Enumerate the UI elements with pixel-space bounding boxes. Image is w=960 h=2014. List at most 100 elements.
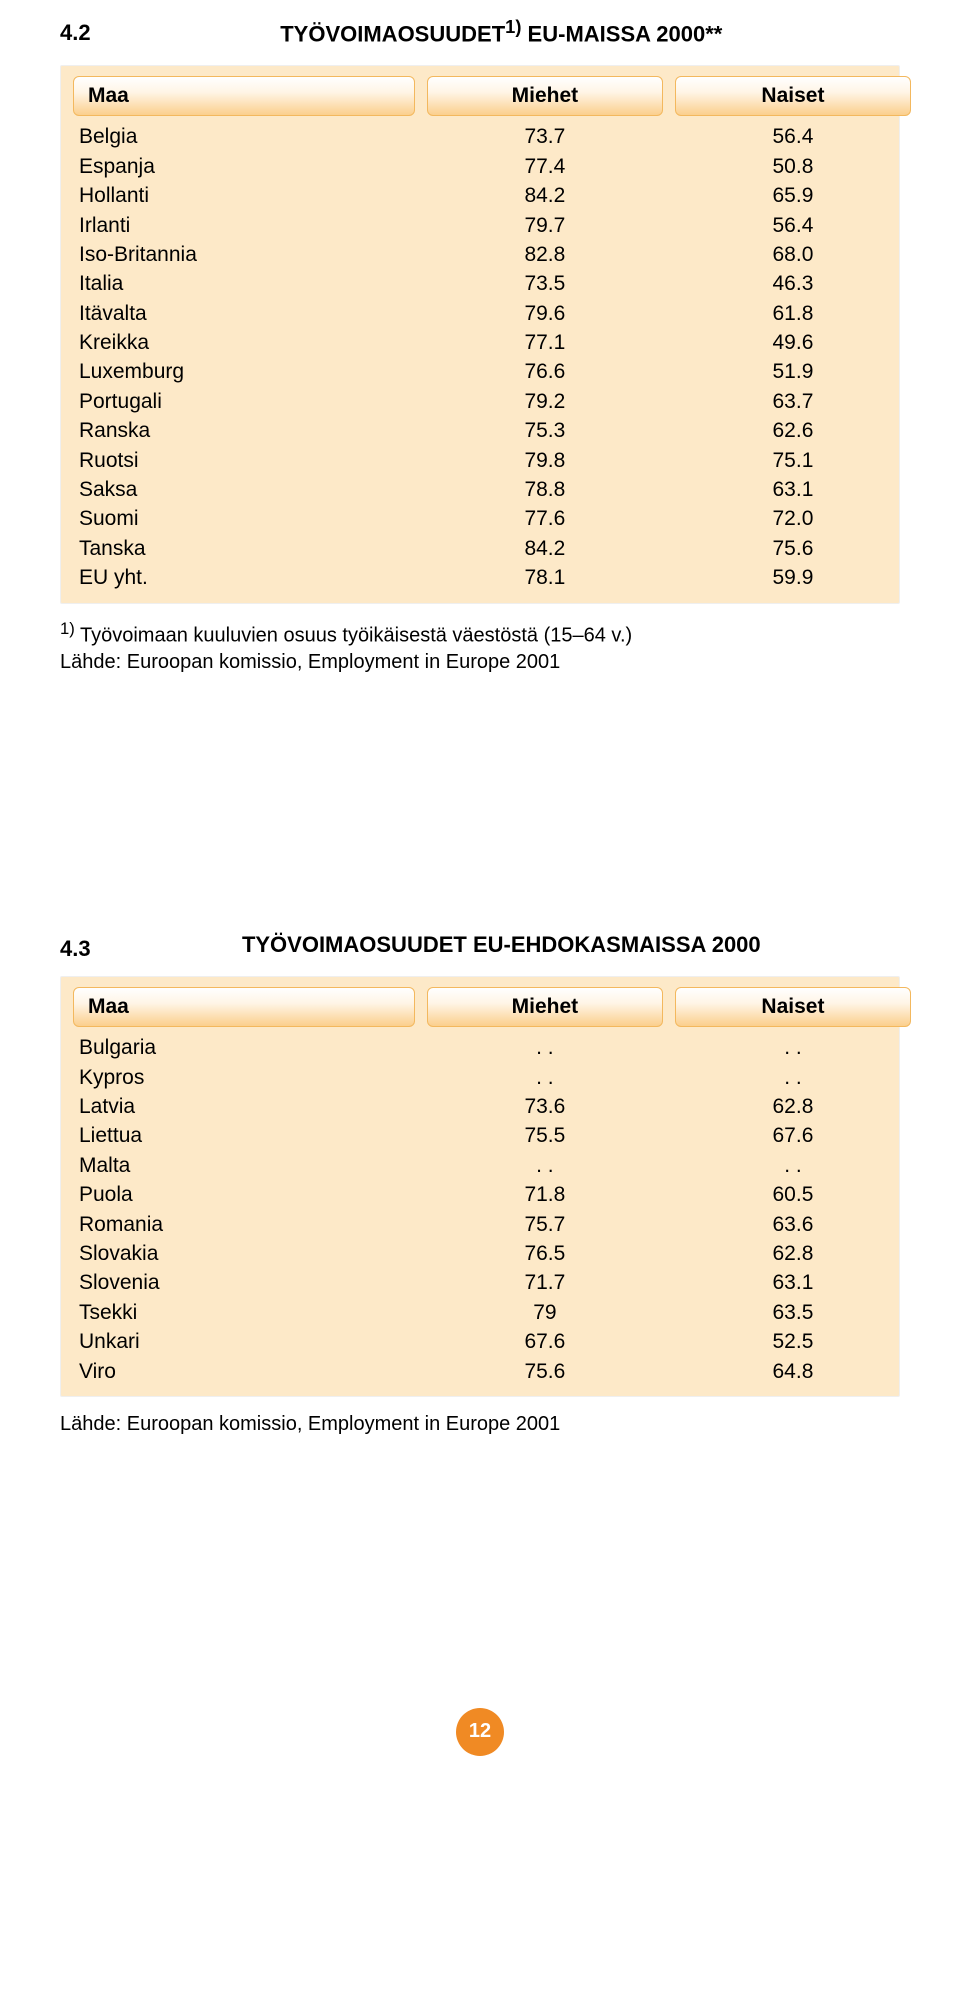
table-row: Liettua75.567.6 [73,1121,887,1150]
cell-men: 79.6 [427,299,663,328]
cell-men: 73.7 [427,122,663,151]
table-row: Suomi77.672.0 [73,504,887,533]
cell-country: Kypros [73,1063,415,1092]
cell-women: 59.9 [675,563,911,592]
cell-country: Italia [73,269,415,298]
section-number: 4.2 [60,20,91,46]
cell-country: Hollanti [73,181,415,210]
cell-women: 52.5 [675,1327,911,1356]
cell-country: Liettua [73,1121,415,1150]
table-row: Romania75.763.6 [73,1210,887,1239]
cell-men: 77.6 [427,504,663,533]
cell-country: Malta [73,1151,415,1180]
cell-men: 77.4 [427,152,663,181]
cell-men: 79 [427,1298,663,1327]
cell-women: 60.5 [675,1180,911,1209]
cell-country: Itävalta [73,299,415,328]
cell-women: 50.8 [675,152,911,181]
table-row: Kypros. .. . [73,1063,887,1092]
cell-country: Tanska [73,534,415,563]
table-row: Kreikka77.149.6 [73,328,887,357]
cell-country: Slovakia [73,1239,415,1268]
section-title: TYÖVOIMAOSUUDET EU-EHDOKASMAISSA 2000 [103,932,900,958]
cell-women: 63.6 [675,1210,911,1239]
table-row: Tsekki7963.5 [73,1298,887,1327]
cell-country: Tsekki [73,1298,415,1327]
page-number-badge: 12 [456,1708,504,1756]
cell-women: 56.4 [675,211,911,240]
cell-country: Latvia [73,1092,415,1121]
table-row: Tanska84.275.6 [73,534,887,563]
table-row: Hollanti84.265.9 [73,181,887,210]
table-row: EU yht.78.159.9 [73,563,887,592]
cell-women: 62.8 [675,1239,911,1268]
cell-men: 73.5 [427,269,663,298]
cell-men: 82.8 [427,240,663,269]
col-header-men: Miehet [427,76,663,116]
cell-men: 76.5 [427,1239,663,1268]
cell-country: Ruotsi [73,446,415,475]
cell-women: 63.7 [675,387,911,416]
cell-women: 63.1 [675,475,911,504]
cell-country: Viro [73,1357,415,1386]
cell-men: 73.6 [427,1092,663,1121]
cell-country: Espanja [73,152,415,181]
col-header-country: Maa [73,987,415,1027]
cell-country: Belgia [73,122,415,151]
table-row: Ruotsi79.875.1 [73,446,887,475]
cell-men: 75.7 [427,1210,663,1239]
cell-women: 67.6 [675,1121,911,1150]
table-row: Malta. .. . [73,1151,887,1180]
cell-country: Puola [73,1180,415,1209]
cell-women: 65.9 [675,181,911,210]
table-row: Itävalta79.661.8 [73,299,887,328]
cell-country: Portugali [73,387,415,416]
table-row: Portugali79.263.7 [73,387,887,416]
table-row: Unkari67.652.5 [73,1327,887,1356]
cell-men: 77.1 [427,328,663,357]
cell-women: 56.4 [675,122,911,151]
table-row: Saksa78.863.1 [73,475,887,504]
cell-men: 71.8 [427,1180,663,1209]
cell-women: 63.1 [675,1268,911,1297]
table-row: Iso-Britannia82.868.0 [73,240,887,269]
cell-men: 75.3 [427,416,663,445]
table-eu-countries: Maa Miehet Naiset Belgia73.756.4Espanja7… [60,65,900,603]
cell-women: 62.6 [675,416,911,445]
cell-women: . . [675,1151,911,1180]
cell-men: 78.8 [427,475,663,504]
cell-country: Saksa [73,475,415,504]
cell-country: Suomi [73,504,415,533]
table-row: Slovakia76.562.8 [73,1239,887,1268]
cell-women: 64.8 [675,1357,911,1386]
cell-men: 71.7 [427,1268,663,1297]
cell-women: 68.0 [675,240,911,269]
table-row: Irlanti79.756.4 [73,211,887,240]
cell-men: 75.6 [427,1357,663,1386]
cell-women: 75.1 [675,446,911,475]
cell-country: EU yht. [73,563,415,592]
table-row: Slovenia71.763.1 [73,1268,887,1297]
table-row: Italia73.546.3 [73,269,887,298]
table-row: Espanja77.450.8 [73,152,887,181]
col-header-men: Miehet [427,987,663,1027]
cell-women: . . [675,1063,911,1092]
cell-men: 84.2 [427,534,663,563]
cell-women: 62.8 [675,1092,911,1121]
col-header-women: Naiset [675,987,911,1027]
cell-men: 78.1 [427,563,663,592]
cell-men: . . [427,1033,663,1062]
cell-men: . . [427,1151,663,1180]
cell-women: 63.5 [675,1298,911,1327]
cell-country: Ranska [73,416,415,445]
cell-women: 61.8 [675,299,911,328]
cell-men: 84.2 [427,181,663,210]
footnote: Lähde: Euroopan komissio, Employment in … [60,1411,900,1438]
cell-women: 51.9 [675,357,911,386]
cell-country: Kreikka [73,328,415,357]
section-number: 4.3 [60,936,91,962]
section-title: TYÖVOIMAOSUUDET1) EU-MAISSA 2000** [103,16,900,47]
col-header-country: Maa [73,76,415,116]
cell-country: Bulgaria [73,1033,415,1062]
table-row: Ranska75.362.6 [73,416,887,445]
